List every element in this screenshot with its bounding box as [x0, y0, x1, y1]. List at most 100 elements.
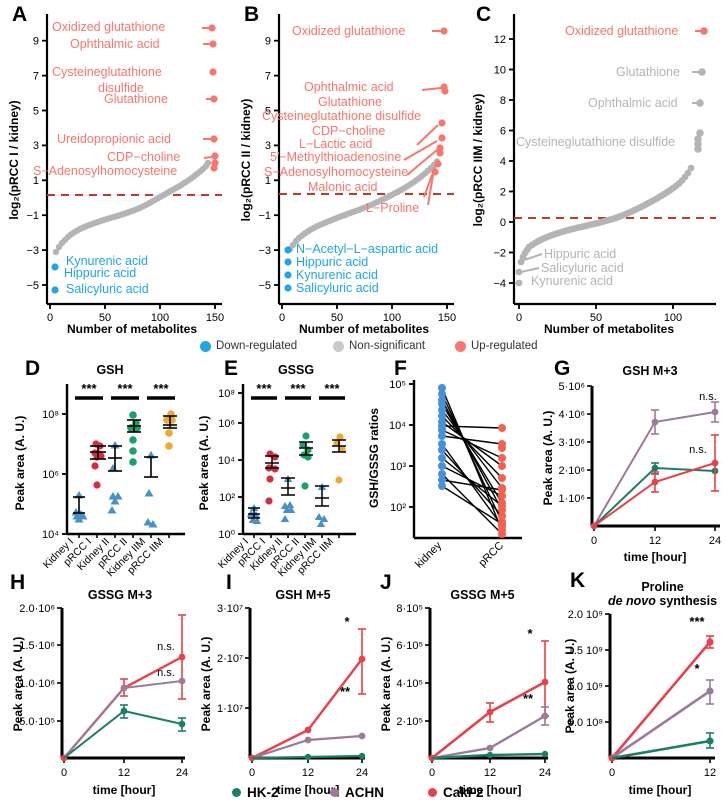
- cellline-legend-caki2: Caki-2: [428, 785, 484, 800]
- panel-i-annotation-1: **: [340, 684, 351, 699]
- panel-b-ytick-3: 3: [265, 140, 271, 152]
- panel-f-paired-lines: [441, 387, 503, 535]
- panel-b: B 9 7 5 3 1 −1 −3 −5 0 50: [232, 0, 464, 336]
- panel-c-x-ticks: 0 50 100: [516, 304, 682, 324]
- panel-a-ytick-6: −3: [26, 245, 39, 257]
- panel-i-y-ticks: 1·10⁷ 2·10⁷ 3·10⁷: [217, 603, 250, 715]
- panel-e-plot: 10⁰ 10² 10⁴ 10⁶ 10⁸: [197, 381, 356, 579]
- panel-c-ytick-6: 0: [500, 217, 506, 229]
- panel-e-kidney2-points: [280, 475, 296, 522]
- panel-h-ytick-0: 5.0·10⁵: [19, 716, 55, 728]
- panel-c-nonsignificant-points: [515, 68, 706, 287]
- panel-b-ytick-1: 7: [265, 70, 271, 82]
- panel-k-ytick-3: 2.0 10⁹: [568, 609, 603, 621]
- panel-h-ytick-2: 1.5·10⁶: [19, 640, 55, 652]
- panel-a-ytick-2: 5: [33, 105, 39, 117]
- panel-f-plot: 10⁵ 10⁴ 10³ 10²: [367, 379, 522, 571]
- panel-g-ytick-2: 3·10⁶: [558, 437, 585, 449]
- achn-label: ACHN: [345, 785, 384, 800]
- panel-f-ytick-0: 10²: [390, 502, 406, 514]
- volcano-legend-nonsig: Non-significant: [333, 340, 425, 352]
- panel-d-kidney2-errorbar: [108, 445, 122, 472]
- panel-a-label-ureidopropionic-acid: Ureidopropionic acid: [57, 132, 171, 146]
- panel-a-letter: A: [12, 3, 28, 26]
- panel-j-y-ticks: 2·10⁵ 4·10⁵ 6·10⁵ 8·10⁵: [396, 603, 430, 728]
- panel-b-ytick-7: −5: [258, 280, 271, 292]
- non-significant-label: Non-significant: [349, 340, 426, 352]
- panel-b-x-ticks: 0 50 100 150: [279, 304, 456, 324]
- panel-g: G GSH M+3 1·10⁶ 2·10⁶ 3·10⁶ 4·10⁶ 5·10⁶ …: [530, 358, 727, 566]
- panel-g-annotation-0: n.s.: [699, 391, 717, 403]
- panel-a-ytick-4: 1: [33, 175, 39, 187]
- panel-c-label-salicyluric-acid: Salicyluric acid: [541, 261, 624, 275]
- panel-b-label-ophthalmic-acid: Ophthalmic acid: [304, 80, 394, 94]
- up-regulated-dot: [455, 340, 466, 352]
- panel-h: H GSSG M+3 5.0·10⁵ 1.0·10⁶ 1.5·10⁶ 2.0·1…: [0, 566, 190, 807]
- panel-f-ytick-3: 10⁵: [389, 379, 406, 391]
- panel-e-prcc2-points: [299, 432, 312, 490]
- panel-c-label-glutathione: Glutathione: [616, 65, 680, 79]
- panel-d-prcc1-errorbar: [90, 445, 106, 460]
- panel-e-letter: E: [224, 357, 239, 380]
- panel-c-letter: C: [476, 3, 492, 26]
- volcano-legend-down: Down-regulated: [200, 340, 297, 352]
- panel-d-ylabel: Peak area (A. U.): [13, 416, 27, 511]
- panel-i-ytick-1: 2·10⁷: [217, 653, 243, 665]
- panel-b-label-salicyluric-acid: Salicyluric acid: [296, 281, 379, 295]
- panel-k-title-line1: Proline: [641, 580, 684, 594]
- panel-i-xtick-0: 0: [249, 767, 255, 779]
- caki2-label: Caki-2: [443, 785, 484, 800]
- panel-b-label-cdp-choline: CDP−choline: [312, 124, 385, 138]
- panel-a-ytick-1: 7: [33, 70, 39, 82]
- panel-a-upregulated-points: [208, 24, 219, 172]
- panel-k-annotation-1: *: [694, 661, 700, 676]
- panel-i-ylabel: Peak area (A. U.): [199, 637, 213, 732]
- panel-c-label-kynurenic-acid: Kynurenic acid: [531, 274, 613, 288]
- panel-j-ytick-2: 6·10⁵: [396, 640, 423, 652]
- panel-b-label-kynurenic-acid: Kynurenic acid: [296, 268, 378, 282]
- panel-k-plot: 5.0 10⁸ 1.0 10⁹ 1.5 10⁹ 2.0 10⁹ 0 12 ***…: [563, 609, 716, 797]
- panel-a-x-ticks: 0 50 100 150: [47, 304, 224, 324]
- panel-i-xtick-2: 24: [356, 767, 368, 779]
- hk2-label: HK-2: [247, 785, 279, 800]
- panel-e-ytick-2: 10⁴: [218, 455, 235, 467]
- panel-a-label-hippuric-acid: Hippuric acid: [64, 266, 136, 280]
- panel-g-ytick-1: 2·10⁶: [558, 465, 585, 477]
- panel-d-letter: D: [25, 357, 41, 380]
- panel-f-letter: F: [394, 357, 407, 380]
- panel-k-y-ticks: 5.0 10⁸ 1.0 10⁹ 1.5 10⁹ 2.0 10⁹: [568, 609, 610, 729]
- panel-c-label-oxidized-glutathione: Oxidized glutathione: [565, 24, 678, 38]
- panel-a-label-ophthalmic-acid: Ophthalmic acid: [70, 37, 160, 51]
- panel-f-y-ticks: 10⁵ 10⁴ 10³ 10²: [389, 379, 414, 514]
- panel-c-callout-arrows-gray: [517, 71, 700, 273]
- panel-a-label-oxidized-glutathione: Oxidized glutathione: [52, 20, 165, 34]
- panel-e-prcc1-errorbar: [265, 455, 279, 469]
- panel-c-y-ticks: 12 10 8 6 4 2 0 −2 −4: [493, 34, 514, 290]
- panel-a-xtick-2: 100: [151, 312, 169, 324]
- panel-k-title-denovo: de novo: [607, 594, 656, 609]
- panel-c-ytick-3: 6: [500, 125, 506, 137]
- panel-c-ytick-0: 12: [494, 34, 506, 46]
- panel-k-ytick-0: 5.0 10⁸: [568, 717, 603, 729]
- panel-g-xlabel: time [hour]: [624, 550, 687, 564]
- panel-i-ytick-2: 3·10⁷: [217, 603, 243, 615]
- panel-g-annotation-1: n.s.: [689, 444, 707, 456]
- panel-b-nonsignificant-points: [286, 158, 441, 253]
- panel-a-label-salicyluric-acid: Salicyluric acid: [66, 282, 149, 296]
- panel-b-ytick-5: −1: [258, 210, 271, 222]
- panel-h-plot: 5.0·10⁵ 1.0·10⁶ 1.5·10⁶ 2.0·10⁶ 0 12 24 …: [11, 603, 188, 797]
- panel-k-xtick-0: 0: [609, 767, 615, 779]
- panel-k-xtick-1: 12: [704, 767, 716, 779]
- panel-h-ytick-1: 1.0·10⁶: [19, 678, 55, 690]
- panel-e-prcc3-errorbar: [332, 439, 346, 453]
- panel-d-x-ticks: [78, 534, 170, 538]
- panel-e-kidney3-errorbar: [315, 485, 329, 507]
- panel-d-prcc3-errorbar: [163, 415, 177, 429]
- panel-e-kidney1-errorbar: [248, 507, 260, 519]
- panel-a-xlabel: Number of metabolites: [67, 322, 197, 336]
- panel-g-ytick-0: 1·10⁶: [558, 493, 585, 505]
- panel-c-xlabel: Number of metabolites: [544, 322, 674, 336]
- panel-g-xtick-2: 24: [709, 535, 721, 547]
- panel-f-ytick-2: 10⁴: [389, 420, 406, 432]
- panel-d-plot: 10⁴ 10⁶ 10⁸: [13, 381, 185, 579]
